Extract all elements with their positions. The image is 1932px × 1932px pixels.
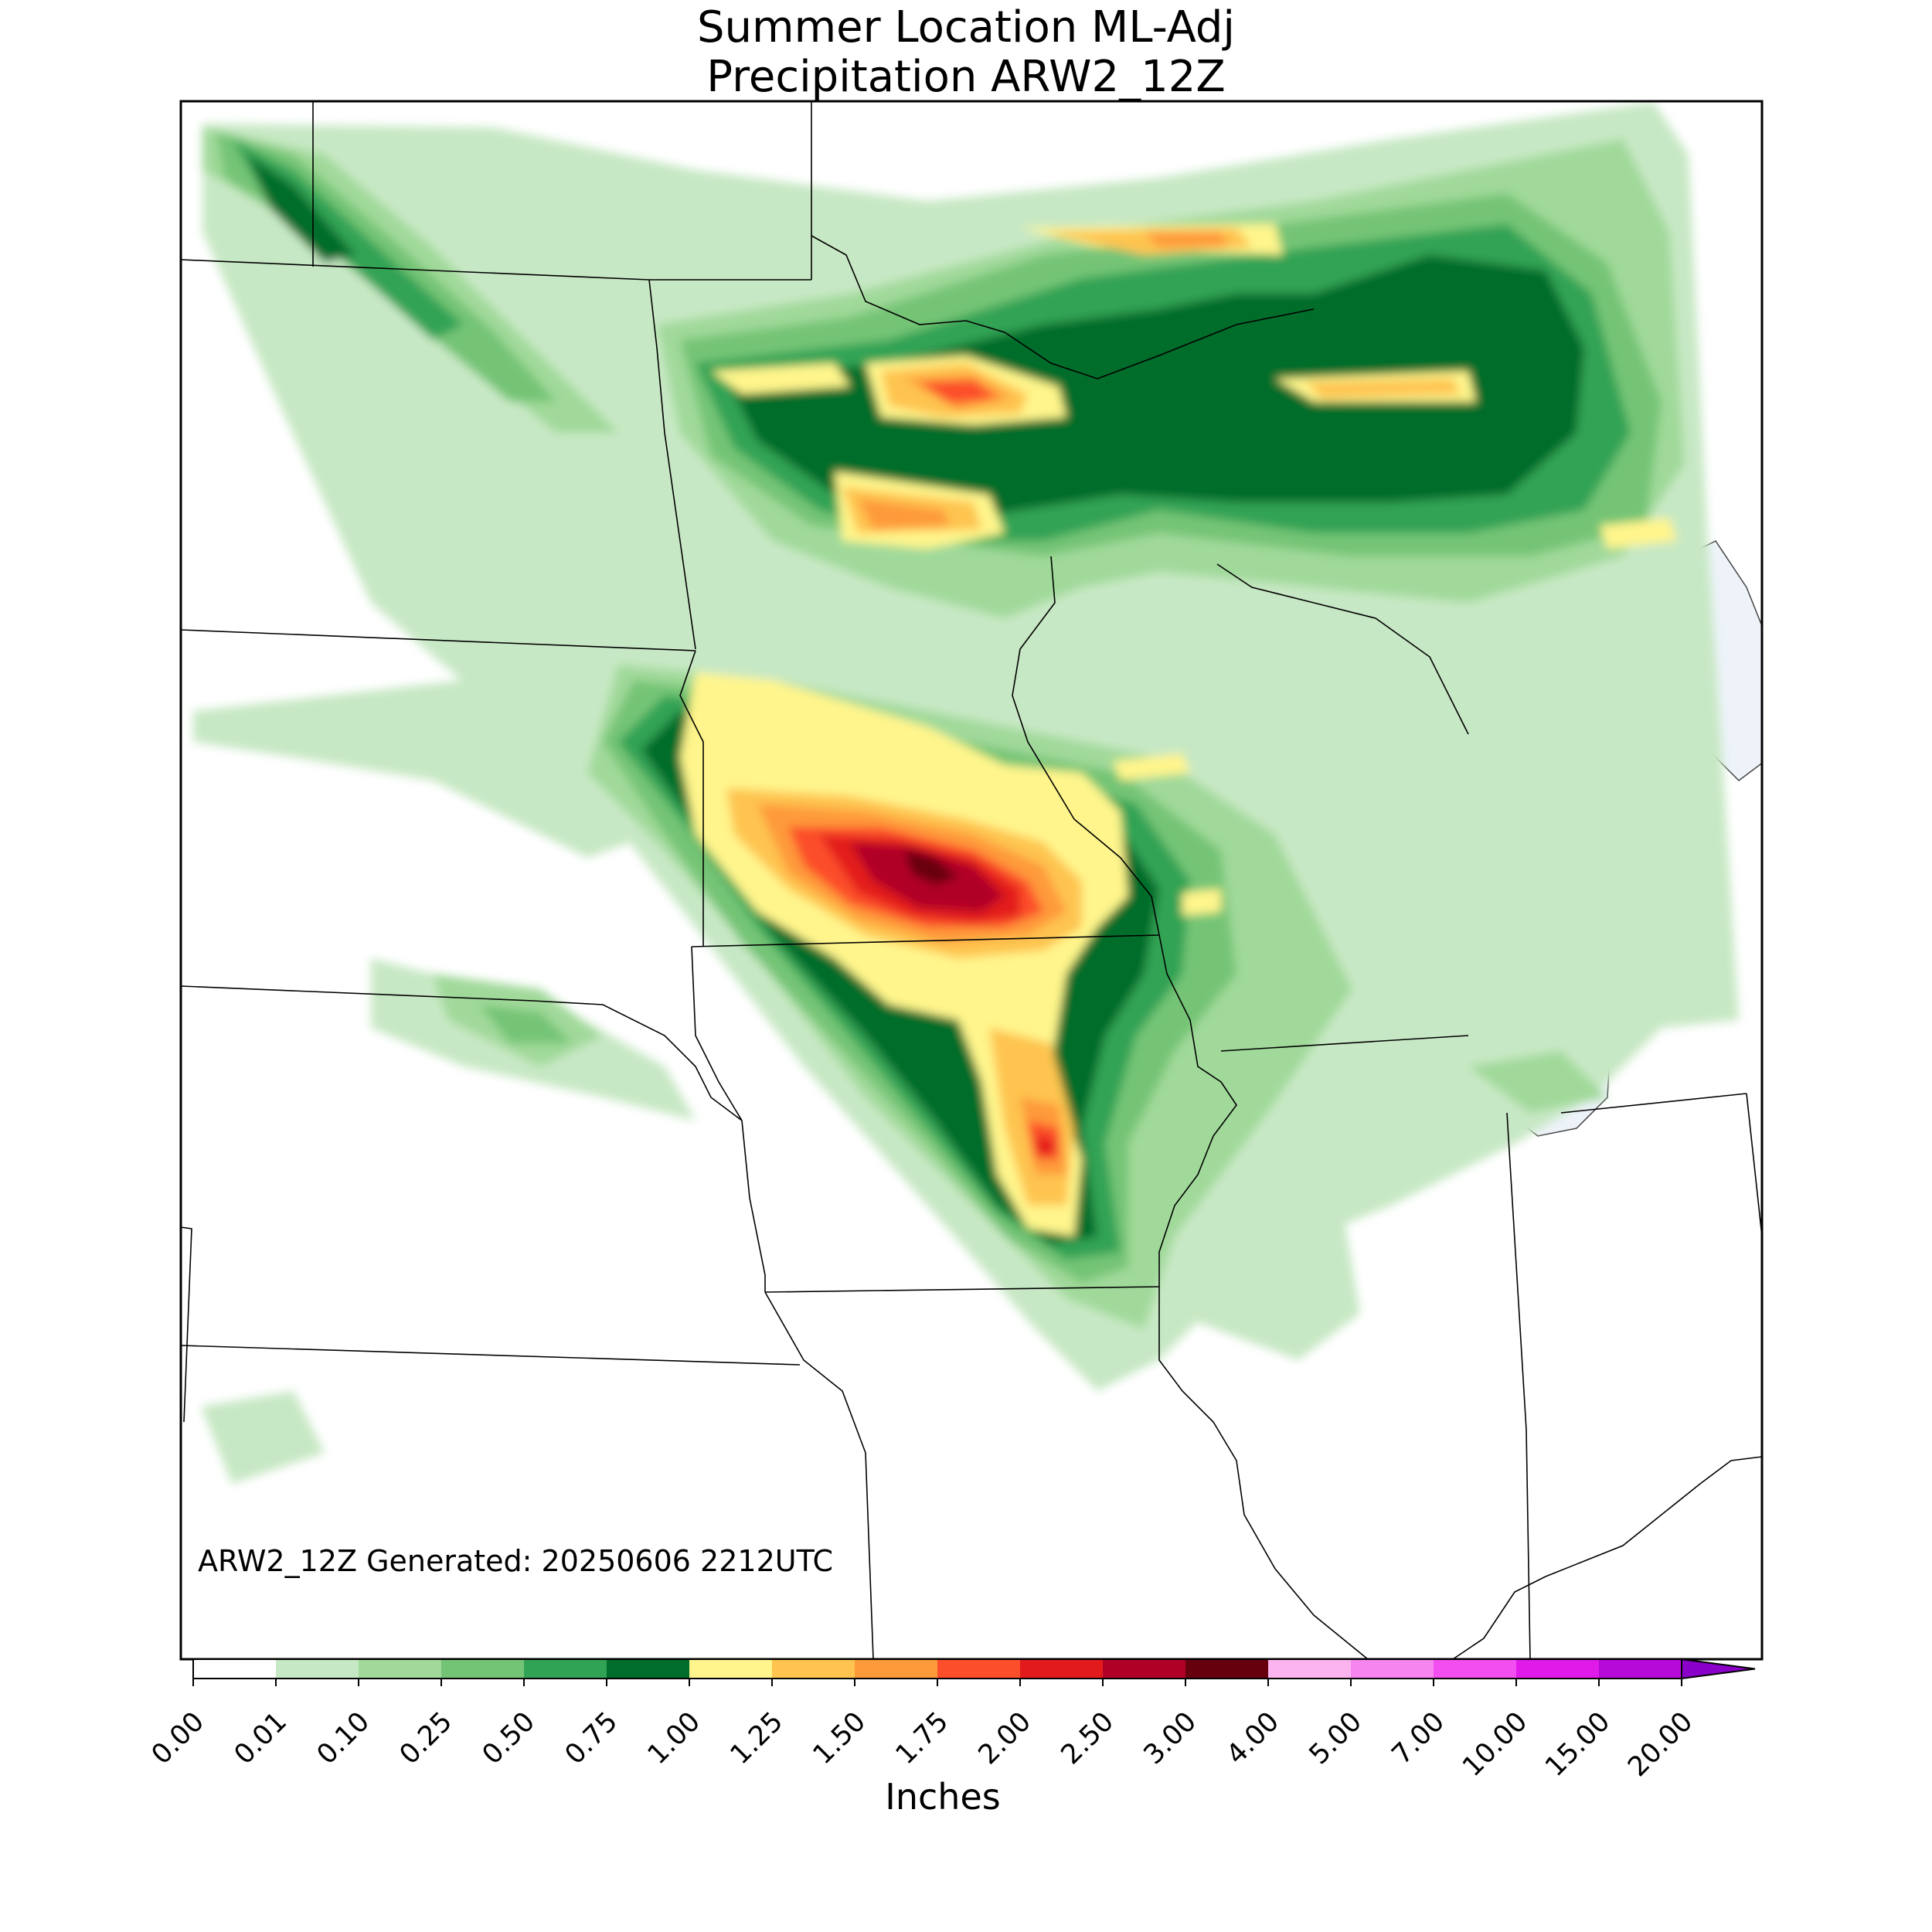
up-michigan-border — [1216, 563, 1469, 735]
wi-il-border — [1220, 1035, 1469, 1052]
colorbar-segment — [1185, 1659, 1268, 1679]
mn-wi-border — [1012, 556, 1160, 936]
colorbar-segment — [937, 1659, 1020, 1679]
state-boundaries — [181, 101, 1762, 1659]
mo-il-mississippi — [1158, 1287, 1369, 1659]
ia-mo-border — [764, 1286, 1160, 1293]
colorbar-segment — [1516, 1659, 1599, 1679]
colorbar-segment — [855, 1659, 937, 1679]
mn-ia-border — [691, 934, 1160, 947]
title-line-2: Precipitation ARW2_12Z — [706, 52, 1226, 102]
in-oh-border — [1746, 1093, 1762, 1237]
colorbar-segment — [772, 1659, 855, 1679]
colorbar-segment — [1434, 1659, 1516, 1679]
precipitation-field — [193, 102, 1739, 1484]
wy-border-stub — [181, 1226, 192, 1423]
map-title: Summer Location ML-Adj Precipitation ARW… — [0, 3, 1932, 102]
colorbar-segment — [1103, 1659, 1185, 1679]
colorbar-segment — [1351, 1659, 1434, 1679]
colorbar — [192, 1658, 1756, 1686]
colorbar-extend-arrow — [1681, 1658, 1756, 1680]
ohio-river — [1452, 1456, 1762, 1659]
mo-west-border — [764, 1291, 874, 1659]
colorbar-segment — [441, 1659, 524, 1679]
sd-ne-border — [181, 985, 743, 1121]
precip-3.00 — [904, 850, 958, 885]
sd-mn-border — [679, 650, 704, 947]
colorbar-segment — [524, 1659, 607, 1679]
colorbar-segment — [1020, 1659, 1103, 1679]
ia-east-mississippi — [1158, 934, 1237, 1287]
colorbar-segment — [607, 1659, 689, 1679]
colorbar-segment — [193, 1659, 276, 1679]
canada-border-east — [811, 235, 1315, 379]
mi-in-border — [1560, 1093, 1747, 1114]
ne-ks-border — [181, 1345, 801, 1366]
colorbar-segment — [1599, 1659, 1682, 1679]
title-line-1: Summer Location ML-Adj — [696, 2, 1235, 53]
ia-western-border — [691, 946, 766, 1292]
colorbar-segment — [689, 1659, 772, 1679]
generation-timestamp: ARW2_12Z Generated: 20250606 2212UTC — [198, 1544, 834, 1578]
colorbar-segment — [276, 1659, 359, 1679]
nd-mn-border — [648, 279, 696, 650]
il-in-border — [1506, 1112, 1531, 1659]
nd-sd-border — [181, 629, 696, 651]
colorbar-segment — [359, 1659, 441, 1679]
colorbar-axis-label: Inches — [885, 1776, 1001, 1818]
colorbar-segment — [1268, 1659, 1351, 1679]
